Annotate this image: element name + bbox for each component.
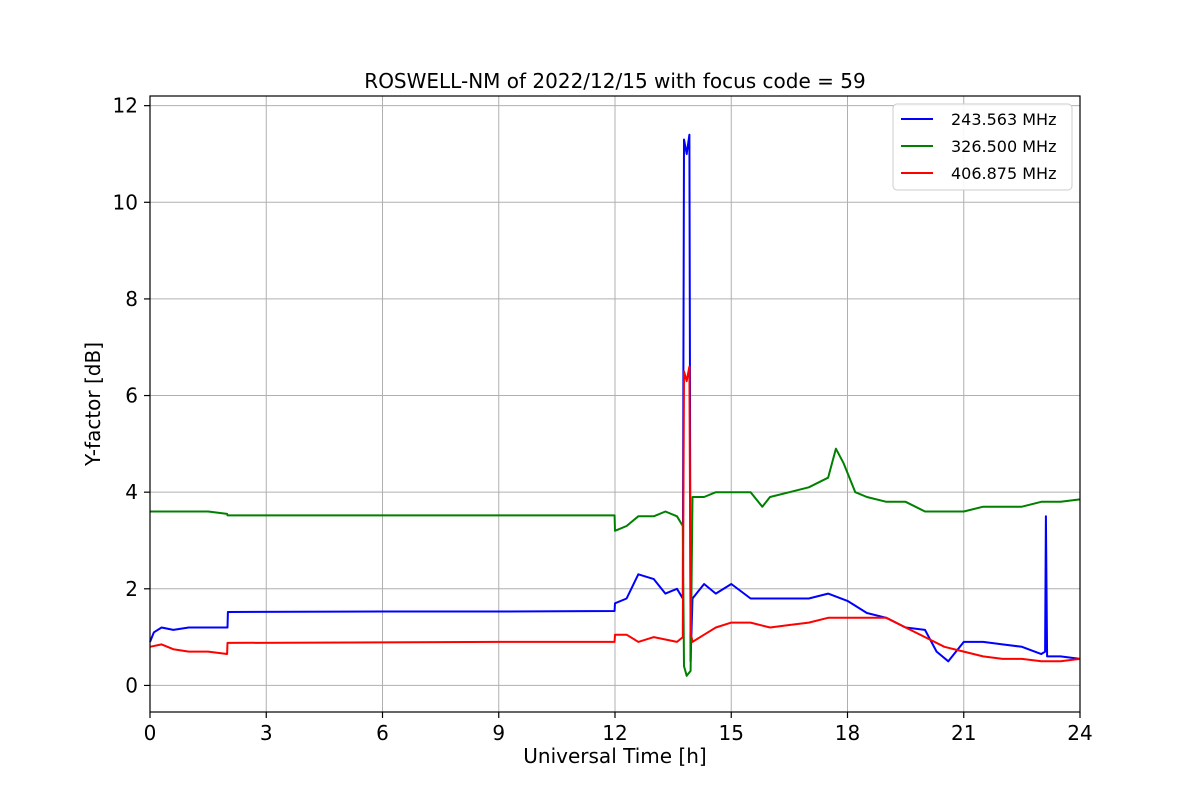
chart-title: ROSWELL-NM of 2022/12/15 with focus code… xyxy=(364,69,865,93)
legend-label: 406.875 MHz xyxy=(951,164,1056,183)
x-axis-title: Universal Time [h] xyxy=(523,744,706,768)
series-line-1 xyxy=(150,447,1081,677)
legend: 243.563 MHz 326.500 MHz 406.875 MHz xyxy=(892,103,1073,191)
x-tick-label: 0 xyxy=(144,721,157,745)
series-line-2 xyxy=(149,365,1081,663)
grid xyxy=(149,96,1081,712)
y-tick-label: 10 xyxy=(113,190,138,214)
x-tick-label: 18 xyxy=(835,721,860,745)
legend-label: 326.500 MHz xyxy=(951,137,1056,156)
x-tick-label: 3 xyxy=(260,721,273,745)
legend-label: 243.563 MHz xyxy=(951,110,1056,129)
y-axis-title: Y-factor [dB] xyxy=(81,342,105,467)
series-layer xyxy=(149,133,1081,677)
legend-box xyxy=(892,103,1073,191)
series-line-0 xyxy=(149,133,1081,663)
x-tick-label: 12 xyxy=(602,721,627,745)
y-tick-label: 6 xyxy=(125,384,138,408)
y-tick-label: 8 xyxy=(125,287,138,311)
y-tick-label: 2 xyxy=(125,577,138,601)
x-tick-label: 21 xyxy=(951,721,976,745)
x-tick-label: 9 xyxy=(492,721,505,745)
x-tick-label: 6 xyxy=(376,721,389,745)
y-tick-label: 0 xyxy=(125,673,138,697)
x-tick-label: 24 xyxy=(1067,721,1092,745)
y-tick-label: 12 xyxy=(113,94,138,118)
y-tick-label: 4 xyxy=(125,480,138,504)
x-tick-label: 15 xyxy=(719,721,744,745)
